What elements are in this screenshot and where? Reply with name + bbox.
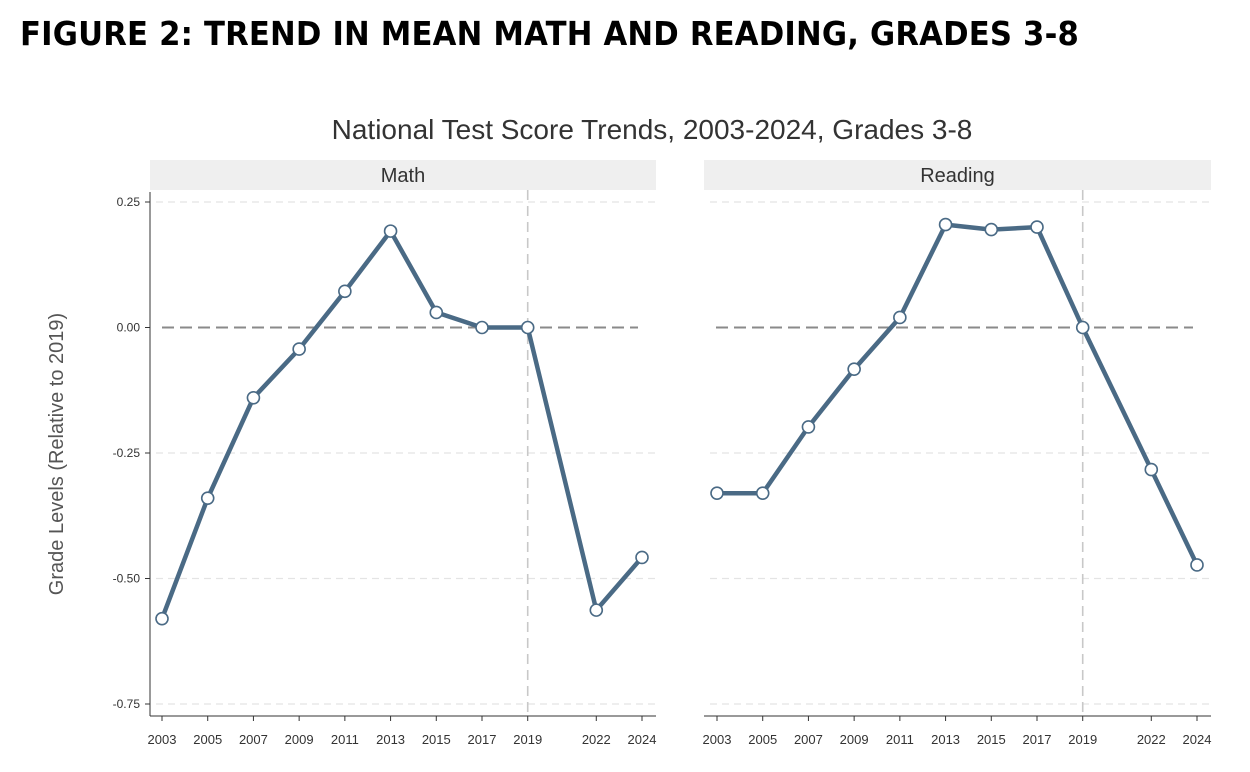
x-tick-label: 2019 [513,732,542,747]
x-tick-label: 2005 [748,732,777,747]
data-point [1030,220,1044,234]
data-point [520,320,535,335]
data-point [1190,558,1204,572]
data-point [984,222,999,237]
x-tick-label: 2017 [1023,732,1052,747]
data-point [246,390,261,405]
x-tick-label: 2022 [582,732,611,747]
x-tick-label: 2013 [931,732,960,747]
x-tick-label: 2015 [422,732,451,747]
x-tick-label: 2017 [468,732,497,747]
data-point [755,486,770,500]
panel-strip-label: Math [381,165,425,187]
x-tick-label: 2009 [840,732,869,747]
y-tick-label: 0.00 [117,321,141,335]
chart-panels: Math 0.25 0.00 -0.25 -0.50 -0.75 2003 2005 2007 2… [113,160,1212,747]
x-tick-label: 2009 [285,732,314,747]
y-axis-label: Grade Levels (Relative to 2019) [46,313,68,595]
data-point [1144,462,1159,477]
x-tick-label: 2011 [886,732,914,747]
data-point [292,342,306,356]
x-tick-label: 2007 [239,732,268,747]
data-point [475,320,489,335]
data-point [338,284,352,299]
data-point [155,611,169,626]
data-point [635,550,649,565]
panel-strip [704,160,1211,190]
data-point [383,224,398,238]
data-point [200,491,215,505]
x-tick-label: 2005 [193,732,222,747]
x-tick-label: 2013 [376,732,405,747]
x-tick-label: 2003 [703,732,732,747]
panel-math: Math 0.25 0.00 -0.25 -0.50 -0.75 2003 2005 2007 2… [113,160,657,747]
data-point [710,486,724,500]
x-tick-label: 2024 [1183,732,1212,747]
panel-strip-label: Reading [920,165,995,187]
y-tick-label: -0.75 [113,697,141,711]
chart-title: National Test Score Trends, 2003-2024, G… [332,114,973,145]
x-tick-label: 2011 [331,732,359,747]
x-tick-label: 2022 [1137,732,1166,747]
panel-strip [150,160,656,190]
panel-reading: Reading 2003 2005 2007 2009 2011 2013 2015 2017 2… [703,160,1212,747]
series-line-reading [714,222,1200,568]
data-point [1075,320,1090,335]
data-point [847,362,861,376]
x-tick-label: 2003 [148,732,177,747]
figure-title: FIGURE 2: TREND IN MEAN MATH AND READING… [20,14,1080,53]
data-point [589,603,604,617]
y-tick-label: 0.25 [117,195,141,209]
y-tick-label: -0.50 [113,572,141,586]
data-point [938,217,953,232]
data-point [893,310,907,325]
data-point [429,305,444,320]
data-point [801,420,816,434]
x-tick-label: 2019 [1068,732,1097,747]
series-line-math [159,228,645,621]
y-tick-label: -0.25 [113,446,141,460]
x-tick-label: 2015 [977,732,1006,747]
x-tick-label: 2024 [628,732,657,747]
x-tick-label: 2007 [794,732,823,747]
